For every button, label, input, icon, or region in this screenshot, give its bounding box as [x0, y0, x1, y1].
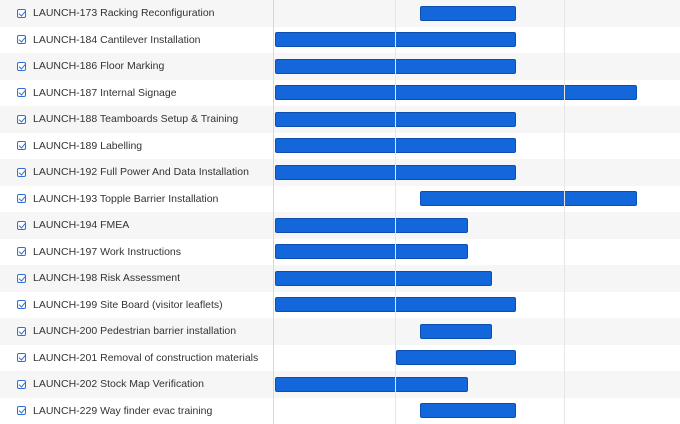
- task-label-cell[interactable]: LAUNCH-202 Stock Map Verification: [0, 371, 273, 398]
- timeline-bar[interactable]: [420, 5, 516, 21]
- task-label-cell[interactable]: LAUNCH-193 Topple Barrier Installation: [0, 186, 273, 213]
- checkbox-checked-icon[interactable]: [17, 167, 26, 177]
- task-label-cell[interactable]: LAUNCH-192 Full Power And Data Installat…: [0, 159, 273, 186]
- task-name[interactable]: LAUNCH-198 Risk Assessment: [33, 272, 181, 285]
- timeline-row[interactable]: LAUNCH-192 Full Power And Data Installat…: [0, 159, 680, 186]
- timeline-row[interactable]: LAUNCH-187 Internal Signage: [0, 80, 680, 107]
- timeline-bar[interactable]: [275, 217, 468, 233]
- task-label-cell[interactable]: LAUNCH-201 Removal of construction mater…: [0, 345, 273, 372]
- checkbox-checked-icon[interactable]: [17, 88, 26, 98]
- timeline-bar[interactable]: [420, 323, 492, 339]
- checkbox-checked-icon[interactable]: [17, 247, 26, 257]
- task-name[interactable]: LAUNCH-202 Stock Map Verification: [33, 378, 204, 391]
- checkbox-checked-icon[interactable]: [17, 379, 26, 389]
- task-name[interactable]: LAUNCH-197 Work Instructions: [33, 245, 182, 258]
- task-name[interactable]: LAUNCH-199 Site Board (visitor leaflets): [33, 298, 223, 311]
- task-name[interactable]: LAUNCH-184 Cantilever Installation: [33, 33, 201, 46]
- task-label-cell[interactable]: LAUNCH-197 Work Instructions: [0, 239, 273, 266]
- timeline-row[interactable]: LAUNCH-186 Floor Marking: [0, 53, 680, 80]
- timeline-row[interactable]: LAUNCH-189 Labelling: [0, 133, 680, 160]
- timeline-row[interactable]: LAUNCH-200 Pedestrian barrier installati…: [0, 318, 680, 345]
- timeline-row[interactable]: LAUNCH-184 Cantilever Installation: [0, 27, 680, 54]
- task-label-cell[interactable]: LAUNCH-199 Site Board (visitor leaflets): [0, 292, 273, 319]
- task-label-cell[interactable]: LAUNCH-188 Teamboards Setup & Training: [0, 106, 273, 133]
- task-label-cell[interactable]: LAUNCH-198 Risk Assessment: [0, 265, 273, 292]
- task-label-cell[interactable]: LAUNCH-184 Cantilever Installation: [0, 27, 273, 54]
- timeline-bar[interactable]: [420, 403, 516, 418]
- checkbox-checked-icon[interactable]: [17, 406, 26, 416]
- checkbox-checked-icon[interactable]: [17, 220, 26, 230]
- checkbox-checked-icon[interactable]: [17, 61, 26, 71]
- task-label-cell[interactable]: LAUNCH-229 Way finder evac training: [0, 398, 273, 424]
- task-name[interactable]: LAUNCH-187 Internal Signage: [33, 86, 177, 99]
- checkbox-checked-icon[interactable]: [17, 114, 26, 124]
- timeline-bar[interactable]: [275, 376, 468, 392]
- task-label-cell[interactable]: LAUNCH-189 Labelling: [0, 133, 273, 160]
- timeline-bar[interactable]: [420, 191, 637, 206]
- checkbox-checked-icon[interactable]: [17, 8, 26, 18]
- task-name[interactable]: LAUNCH-201 Removal of construction mater…: [33, 351, 259, 364]
- timeline-bar[interactable]: [275, 244, 468, 259]
- timeline-bar[interactable]: [396, 350, 516, 365]
- checkbox-checked-icon[interactable]: [17, 326, 26, 336]
- checkbox-checked-icon[interactable]: [17, 273, 26, 283]
- checkbox-checked-icon[interactable]: [17, 353, 26, 363]
- task-name[interactable]: LAUNCH-186 Floor Marking: [33, 60, 165, 73]
- timeline-gridline: [395, 0, 396, 424]
- task-label-cell[interactable]: LAUNCH-200 Pedestrian barrier installati…: [0, 318, 273, 345]
- task-name[interactable]: LAUNCH-193 Topple Barrier Installation: [33, 192, 219, 205]
- timeline-row[interactable]: LAUNCH-202 Stock Map Verification: [0, 371, 680, 398]
- checkbox-checked-icon[interactable]: [17, 35, 26, 45]
- task-name[interactable]: LAUNCH-200 Pedestrian barrier installati…: [33, 325, 237, 338]
- timeline-row[interactable]: LAUNCH-197 Work Instructions: [0, 239, 680, 266]
- task-name[interactable]: LAUNCH-188 Teamboards Setup & Training: [33, 113, 239, 126]
- column-divider[interactable]: [273, 0, 274, 424]
- timeline-bar[interactable]: [275, 270, 492, 286]
- timeline-bar[interactable]: [275, 85, 637, 100]
- timeline-row[interactable]: LAUNCH-188 Teamboards Setup & Training: [0, 106, 680, 133]
- timeline-row[interactable]: LAUNCH-194 FMEA: [0, 212, 680, 239]
- checkbox-checked-icon[interactable]: [17, 194, 26, 204]
- task-name[interactable]: LAUNCH-173 Racking Reconfiguration: [33, 7, 215, 20]
- task-name[interactable]: LAUNCH-194 FMEA: [33, 219, 130, 232]
- task-label-cell[interactable]: LAUNCH-186 Floor Marking: [0, 53, 273, 80]
- task-label-cell[interactable]: LAUNCH-173 Racking Reconfiguration: [0, 0, 273, 27]
- task-name[interactable]: LAUNCH-229 Way finder evac training: [33, 404, 213, 417]
- timeline-row[interactable]: LAUNCH-173 Racking Reconfiguration: [0, 0, 680, 27]
- task-label-cell[interactable]: LAUNCH-194 FMEA: [0, 212, 273, 239]
- timeline-row[interactable]: LAUNCH-229 Way finder evac training: [0, 398, 680, 424]
- checkbox-checked-icon[interactable]: [17, 141, 26, 151]
- timeline-row[interactable]: LAUNCH-201 Removal of construction mater…: [0, 345, 680, 372]
- timeline-gridline: [564, 0, 565, 424]
- task-label-cell[interactable]: LAUNCH-187 Internal Signage: [0, 80, 273, 107]
- task-name[interactable]: LAUNCH-192 Full Power And Data Installat…: [33, 166, 249, 179]
- task-name[interactable]: LAUNCH-189 Labelling: [33, 139, 143, 152]
- timeline-row[interactable]: LAUNCH-193 Topple Barrier Installation: [0, 186, 680, 213]
- checkbox-checked-icon[interactable]: [17, 300, 26, 310]
- timeline-row[interactable]: LAUNCH-199 Site Board (visitor leaflets): [0, 292, 680, 319]
- timeline-row[interactable]: LAUNCH-198 Risk Assessment: [0, 265, 680, 292]
